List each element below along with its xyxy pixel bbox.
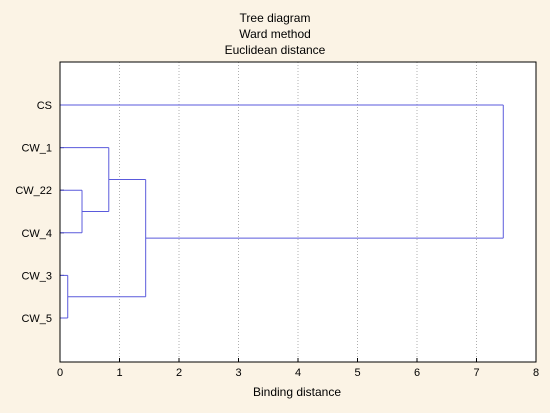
x-tick-label-0: 0 [57,367,63,379]
x-tick-label-7: 7 [473,367,479,379]
chart-title-line-3: Euclidean distance [225,43,326,57]
leaf-label-CW_5: CW_5 [21,313,52,325]
x-tick-label-4: 4 [295,367,301,379]
leaf-label-CS: CS [37,100,52,112]
leaf-label-CW_4: CW_4 [21,228,52,240]
chart-title-line-1: Tree diagram [240,11,311,25]
x-axis-label: Binding distance [253,385,341,399]
x-tick-label-2: 2 [176,367,182,379]
x-tick-label-6: 6 [414,367,420,379]
x-tick-label-5: 5 [354,367,360,379]
x-tick-label-8: 8 [533,367,539,379]
leaf-label-CW_1: CW_1 [21,143,52,155]
plot-frame [59,61,537,363]
leaf-label-CW_22: CW_22 [15,185,52,197]
x-tick-label-1: 1 [116,367,122,379]
x-tick-label-3: 3 [235,367,241,379]
leaf-label-CW_3: CW_3 [21,270,52,282]
chart-title-line-2: Ward method [239,27,311,41]
